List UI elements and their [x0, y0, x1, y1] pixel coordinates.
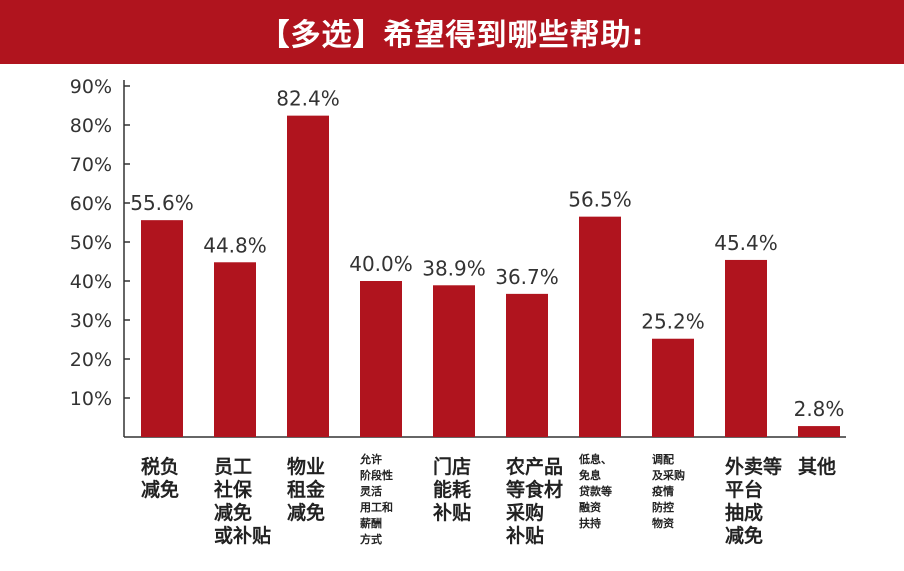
x-tick-label: 能耗: [433, 478, 471, 501]
y-tick-label: 80%: [70, 115, 112, 137]
bar: [433, 285, 475, 437]
x-tick-label: 补贴: [506, 524, 544, 547]
x-tick-label: 社保: [213, 478, 253, 501]
x-tick-label: 方式: [360, 532, 382, 546]
bar: [652, 338, 694, 437]
x-tick-label: 等食材: [505, 478, 563, 501]
data-label: 82.4%: [276, 87, 340, 111]
x-tick-label: 免息: [579, 468, 601, 482]
data-label: 38.9%: [422, 256, 486, 280]
data-label: 2.8%: [794, 397, 845, 421]
y-tick-label: 40%: [70, 271, 112, 293]
bar: [141, 220, 183, 437]
x-tick-label: 采购: [506, 501, 544, 524]
bar: [506, 293, 548, 437]
x-tick-label: 允许: [359, 452, 382, 466]
x-tick-label: 补贴: [433, 501, 471, 524]
y-tick-label: 50%: [70, 232, 112, 254]
x-tick-label: 租金: [287, 478, 326, 501]
x-tick-label: 融资: [579, 500, 601, 514]
data-label: 25.2%: [641, 310, 705, 334]
y-tick-label: 10%: [70, 388, 112, 410]
x-tick-label: 贷款等: [579, 484, 612, 498]
x-tick-label: 员工: [214, 456, 252, 478]
x-tick-label: 及采购: [652, 468, 685, 482]
y-tick-label: 60%: [70, 193, 112, 215]
y-tick-label: 70%: [70, 154, 112, 176]
x-tick-label: 疫情: [652, 484, 674, 498]
x-tick-label: 薪酬: [360, 516, 382, 530]
x-tick-label: 减免: [725, 524, 763, 547]
x-tick-label: 用工和: [360, 500, 393, 514]
bar: [360, 281, 402, 437]
bar: [579, 216, 621, 437]
x-tick-label: 物业: [287, 455, 325, 478]
bar: [798, 426, 840, 437]
title-banner: 【多选】希望得到哪些帮助:: [0, 0, 904, 64]
bar: [287, 115, 329, 437]
bar-chart: 10%20%30%40%50%60%70%80%90%55.6%税负减免44.8…: [70, 76, 846, 547]
y-tick-label: 90%: [70, 76, 112, 98]
x-tick-label: 平台: [725, 478, 763, 501]
x-tick-label: 减免: [141, 478, 179, 501]
chart-title: 【多选】希望得到哪些帮助:: [259, 18, 645, 53]
data-label: 36.7%: [495, 265, 559, 289]
x-tick-label: 抽成: [725, 501, 763, 524]
x-tick-label: 阶段性: [360, 468, 393, 482]
x-tick-label: 减免: [214, 501, 252, 524]
x-tick-label: 调配: [652, 452, 674, 466]
y-tick-label: 30%: [70, 310, 112, 332]
data-label: 56.5%: [568, 188, 632, 212]
x-tick-label: 税负: [141, 455, 179, 478]
data-label: 40.0%: [349, 252, 413, 276]
data-label: 55.6%: [130, 191, 194, 215]
x-tick-label: 门店: [433, 455, 471, 478]
x-tick-label: 物资: [652, 516, 674, 530]
x-tick-label: 扶持: [579, 516, 601, 530]
x-tick-label: 灵活: [360, 484, 382, 498]
y-tick-label: 20%: [70, 349, 112, 371]
x-tick-label: 防控: [652, 500, 674, 514]
x-tick-label: 低息、: [578, 452, 612, 466]
x-tick-label: 其他: [798, 455, 836, 478]
bar: [214, 262, 256, 437]
x-tick-label: 外卖等: [725, 455, 782, 478]
bar: [725, 259, 767, 437]
data-label: 45.4%: [714, 231, 778, 255]
x-tick-label: 或补贴: [214, 524, 271, 547]
data-label: 44.8%: [203, 233, 267, 257]
x-tick-label: 农产品: [505, 455, 563, 478]
x-tick-label: 减免: [287, 501, 325, 524]
